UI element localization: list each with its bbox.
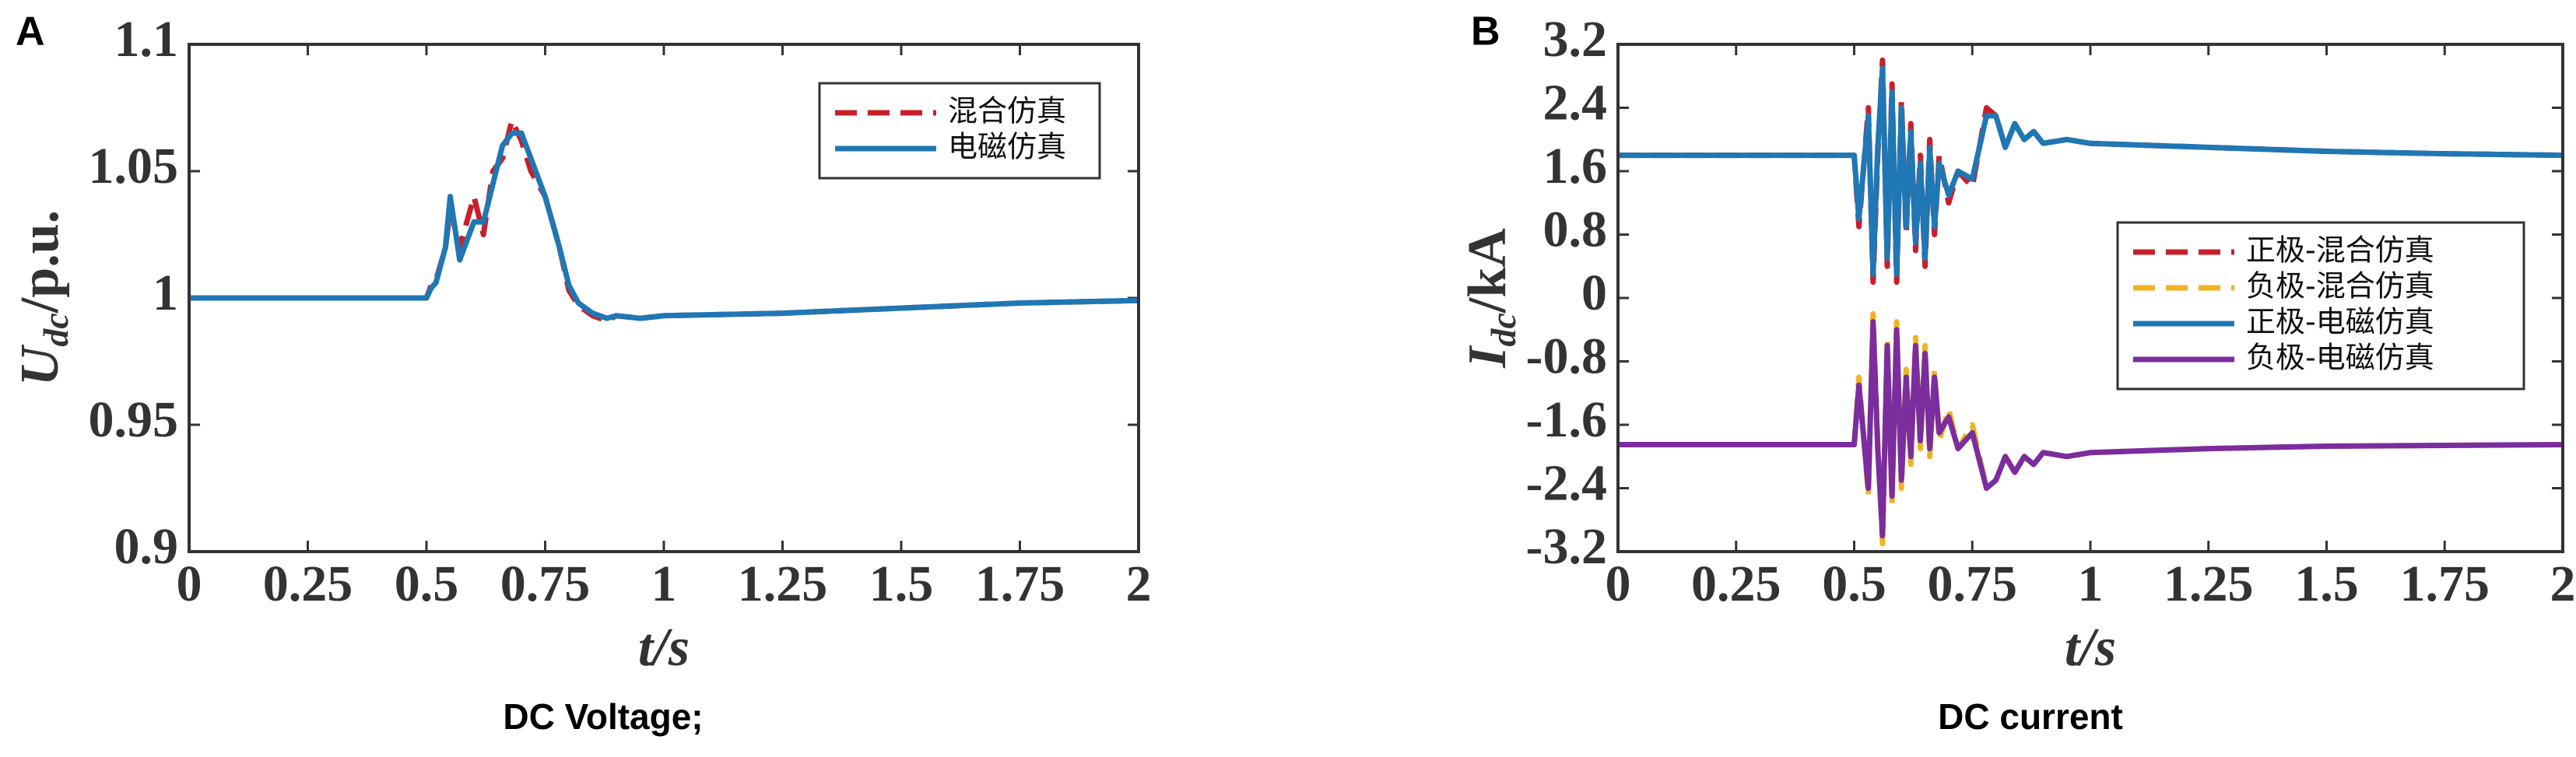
y-tick-label: 0.95 xyxy=(89,391,179,448)
axes-box xyxy=(188,43,1140,553)
axes-box xyxy=(1616,43,2564,553)
y-axis-label-main: I xyxy=(1458,345,1518,369)
x-tick-label: 1.75 xyxy=(2400,555,2490,612)
y-axis-label-sub: dc xyxy=(1483,313,1523,346)
legend-box xyxy=(818,82,1101,180)
legend-label: 混合仿真 xyxy=(948,94,1066,128)
x-tick-label: 1.75 xyxy=(975,555,1065,612)
series-line xyxy=(1618,319,2564,539)
y-axis-label-sub: dc xyxy=(36,313,75,346)
x-tick-label: 0.25 xyxy=(263,555,353,612)
legend-label: 负极-混合仿真 xyxy=(2246,269,2434,303)
legend-label: 正极-混合仿真 xyxy=(2246,233,2434,268)
x-tick-label: 0.25 xyxy=(1691,555,1781,612)
y-tick-label: 0 xyxy=(1581,265,1607,321)
x-tick-label: 1.25 xyxy=(738,555,828,612)
series-line xyxy=(1618,65,2564,277)
x-tick-label: 1 xyxy=(2078,555,2104,612)
y-tick-label: 0.9 xyxy=(114,518,179,575)
panel-label: A xyxy=(16,9,45,54)
series-line xyxy=(189,130,1139,321)
y-axis-label-main: U xyxy=(10,344,70,386)
x-tick-label: 0 xyxy=(1606,555,1631,612)
x-tick-label: 0.75 xyxy=(1928,555,2018,612)
x-axis-label: t/s xyxy=(638,618,690,678)
chart: A 0.9 0.95 1 1.05 1.1 0 0.25 0.5 0.75 1 1.25 1.5 1.75… xyxy=(10,9,1151,737)
y-tick-label: 2.4 xyxy=(1543,75,1608,131)
y-axis-label: Idc/kA xyxy=(1458,228,1523,369)
caption: DC current xyxy=(1938,696,2123,737)
y-tick-label: 1 xyxy=(153,265,178,321)
y-tick-label: -3.2 xyxy=(1526,518,1607,575)
x-tick-label: 2 xyxy=(2550,555,2576,612)
x-tick-label: 0 xyxy=(177,555,202,612)
y-tick-label: -0.8 xyxy=(1526,328,1607,385)
x-tick-label: 0.5 xyxy=(395,555,459,612)
x-tick-label: 1.25 xyxy=(2164,555,2254,612)
caption: DC Voltage; xyxy=(503,696,703,737)
y-tick-label: -2.4 xyxy=(1526,455,1607,512)
y-axis-label: Udc/p.u. xyxy=(10,210,75,386)
x-tick-label: 2 xyxy=(1126,555,1152,612)
y-tick-label: 1.6 xyxy=(1543,138,1608,195)
y-tick-label: 1.05 xyxy=(89,138,179,195)
y-tick-label: 3.2 xyxy=(1543,11,1608,68)
x-tick-label: 1 xyxy=(651,555,677,612)
x-tick-label: 1.5 xyxy=(2294,555,2359,612)
y-axis-label-unit: /p.u. xyxy=(10,210,70,314)
y-tick-label: 0.8 xyxy=(1543,202,1608,258)
legend-label: 负极-电磁仿真 xyxy=(2246,341,2434,375)
legend-label: 正极-电磁仿真 xyxy=(2246,305,2434,339)
x-tick-label: 0.5 xyxy=(1822,555,1886,612)
y-tick-label: 1.1 xyxy=(114,11,179,68)
legend-label: 电磁仿真 xyxy=(948,130,1066,164)
y-axis-label-unit: /kA xyxy=(1458,228,1518,314)
y-tick-label: -1.6 xyxy=(1526,391,1607,448)
x-tick-label: 0.75 xyxy=(500,555,591,612)
x-axis-label: t/s xyxy=(2065,618,2116,678)
chart: B -3.2 -2.4 -1.6 -0.8 0 0.8 1.6 2.4 3.2 0 0.25 0.5 0.… xyxy=(1458,9,2575,737)
panel-label: B xyxy=(1471,9,1500,54)
x-tick-label: 1.5 xyxy=(869,555,934,612)
